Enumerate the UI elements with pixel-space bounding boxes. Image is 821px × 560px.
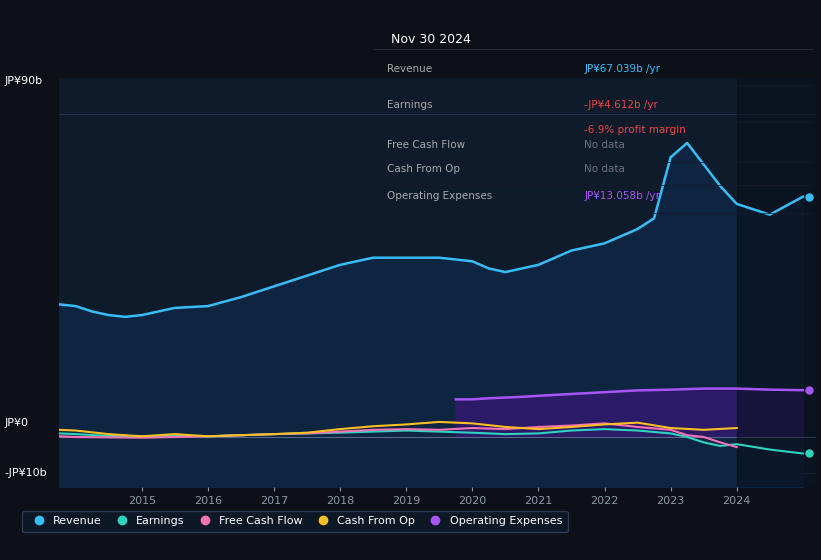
Text: -6.9% profit margin: -6.9% profit margin — [585, 125, 686, 136]
Text: No data: No data — [585, 164, 626, 174]
Text: -JP¥10b: -JP¥10b — [4, 468, 47, 478]
Text: Free Cash Flow: Free Cash Flow — [387, 140, 465, 150]
Text: JP¥13.058b /yr: JP¥13.058b /yr — [585, 191, 660, 201]
Text: -JP¥4.612b /yr: -JP¥4.612b /yr — [585, 100, 658, 110]
Text: Cash From Op: Cash From Op — [387, 164, 460, 174]
Text: JP¥0: JP¥0 — [4, 418, 28, 428]
Bar — [736, 78, 816, 487]
Text: Operating Expenses: Operating Expenses — [387, 191, 492, 201]
Text: Earnings: Earnings — [387, 100, 432, 110]
Text: JP¥90b: JP¥90b — [4, 76, 42, 86]
Text: Nov 30 2024: Nov 30 2024 — [391, 34, 471, 46]
Text: JP¥67.039b /yr: JP¥67.039b /yr — [585, 64, 660, 73]
Legend: Revenue, Earnings, Free Cash Flow, Cash From Op, Operating Expenses: Revenue, Earnings, Free Cash Flow, Cash … — [22, 511, 567, 532]
Text: Revenue: Revenue — [387, 64, 432, 73]
Text: No data: No data — [585, 140, 626, 150]
